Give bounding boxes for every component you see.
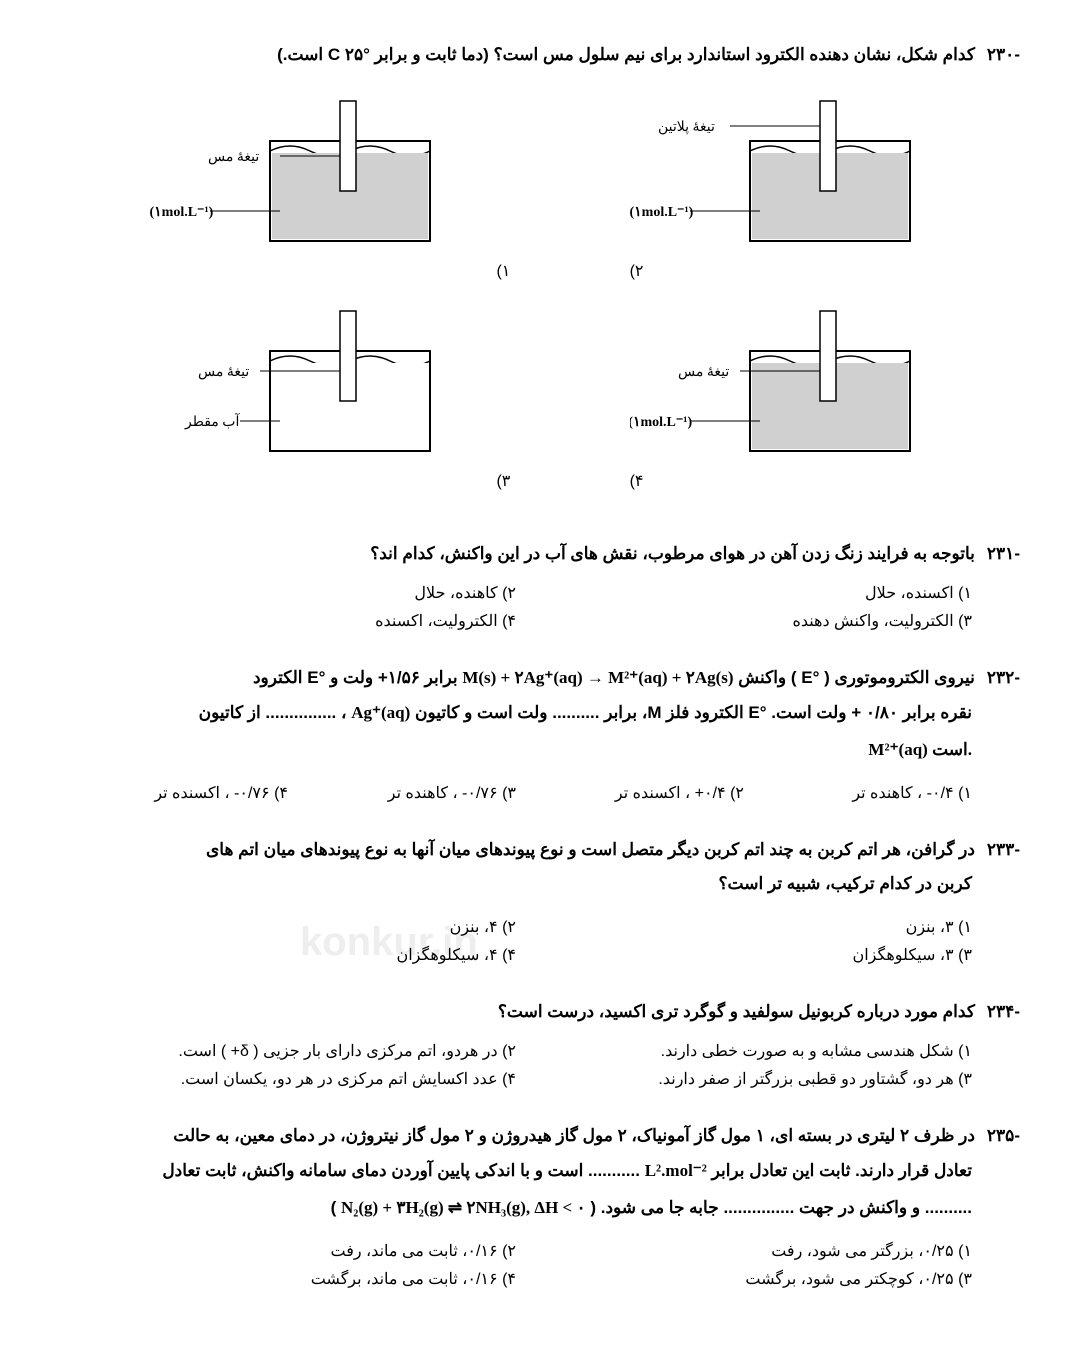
- q232-o1: ۱) ۰/۴- ، کاهنده تر: [744, 779, 972, 807]
- electrode-label: تیغهٔ مس: [678, 365, 729, 380]
- electrode-label: تیغهٔ مس: [208, 150, 259, 165]
- q233-text: در گرافن، هر اتم کربن به چند اتم کربن دی…: [60, 835, 975, 866]
- q234-options: ۱) شکل هندسی مشابه و به صورت خطی دارند. …: [60, 1037, 972, 1093]
- q235-o1: ۱) ۰/۲۵، بزرگتر می شود، رفت: [516, 1237, 972, 1265]
- q230-opt1-num: (۱: [130, 261, 511, 281]
- q232-text: نیروی الکتروموتوری ( °E ) واکنش M(s) + ۲…: [60, 663, 975, 694]
- solution-label: Cu²⁺(۱mol.L⁻¹): [630, 205, 694, 220]
- q234-o1: ۱) شکل هندسی مشابه و به صورت خطی دارند.: [516, 1037, 972, 1065]
- q233-o1: ۱) ۳، بنزن: [516, 913, 972, 941]
- q235-num: -۲۳۵: [987, 1121, 1020, 1152]
- question-230: -۲۳۰ کدام شکل، نشان دهنده الکترود استاند…: [60, 40, 1020, 511]
- q233-num: -۲۳۳: [987, 835, 1020, 866]
- q235-body-eq1: L².mol⁻²: [645, 1161, 707, 1180]
- q234-o2: ۲) در هردو، اتم مرکزی دارای بار جزیی ( δ…: [60, 1037, 516, 1065]
- q230-diag2: تیغهٔ پلاتین Cu²⁺(۱mol.L⁻¹) (۲: [550, 91, 1011, 281]
- question-234: -۲۳۴ کدام مورد درباره کربونیل سولفید و گ…: [60, 997, 1020, 1094]
- q231-o2: ۲) کاهنده، حلال: [60, 579, 516, 607]
- q231-options: ۱) اکسنده، حلال ۲) کاهنده، حلال ۳) الکتر…: [60, 579, 972, 635]
- question-235: -۲۳۵ در ظرف ۲ لیتری در بسته ای، ۱ مول گا…: [60, 1121, 1020, 1292]
- q230-head: -۲۳۰ کدام شکل، نشان دهنده الکترود استاند…: [60, 40, 1020, 71]
- q235-body: تعادل قرار دارند. ثابت این تعادل برابر L…: [60, 1152, 972, 1227]
- q232-options: ۱) ۰/۴- ، کاهنده تر ۲) ۰/۴+ ، اکسنده تر …: [60, 779, 972, 807]
- q235-o4: ۴) ۰/۱۶، ثابت می ماند، برگشت: [60, 1265, 516, 1293]
- q235-text: در ظرف ۲ لیتری در بسته ای، ۱ مول گاز آمو…: [60, 1121, 975, 1152]
- beaker-icon: تیغهٔ مس Cu²⁺(۱mol.L⁻¹): [150, 91, 450, 261]
- question-233: -۲۳۳ در گرافن، هر اتم کربن به چند اتم کر…: [60, 835, 1020, 969]
- q232-o3: ۳) ۰/۷۶- ، کاهنده تر: [288, 779, 516, 807]
- q235-options: ۱) ۰/۲۵، بزرگتر می شود، رفت ۲) ۰/۱۶، ثاب…: [60, 1237, 972, 1293]
- q231-o3: ۳) الکترولیت، واکنش دهنده: [516, 607, 972, 635]
- q232-text-a: نیروی الکتروموتوری ( °E ) واکنش: [734, 668, 975, 687]
- q231-text: باتوجه به فرایند زنگ زدن آهن در هوای مرط…: [60, 539, 975, 570]
- q232-o2: ۲) ۰/۴+ ، اکسنده تر: [516, 779, 744, 807]
- electrode-label: تیغهٔ پلاتین: [658, 120, 715, 135]
- q230-opt3-num: (۳: [130, 471, 511, 491]
- q233-options: ۱) ۳، بنزن ۲) ۴، بنزن ۳) ۳، سیکلوهگزان ۴…: [60, 913, 972, 969]
- q232-body-b: ، ............... از کاتیون: [199, 703, 347, 722]
- q235-head: -۲۳۵ در ظرف ۲ لیتری در بسته ای، ۱ مول گا…: [60, 1121, 1020, 1152]
- q230-opt4-num: (۴: [630, 471, 1011, 491]
- q230-num: -۲۳۰: [987, 40, 1020, 71]
- question-232: -۲۳۲ نیروی الکتروموتوری ( °E ) واکنش M(s…: [60, 663, 1020, 806]
- q232-body-a: نقره برابر ۰/۸۰ + ولت است. °E الکترود فل…: [410, 703, 972, 722]
- q232-num: -۲۳۲: [987, 663, 1020, 694]
- electrode-label: تیغهٔ مس: [198, 365, 249, 380]
- q233-o2: ۲) ۴، بنزن: [60, 913, 516, 941]
- q231-o4: ۴) الکترولیت، اکسنده: [60, 607, 516, 635]
- q232-head: -۲۳۲ نیروی الکتروموتوری ( °E ) واکنش M(s…: [60, 663, 1020, 694]
- q232-o4: ۴) ۰/۷۶- ، اکسنده تر: [60, 779, 288, 807]
- solution-label: H⁺(۱mol.L⁻¹): [630, 415, 692, 430]
- q234-text: کدام مورد درباره کربونیل سولفید و گوگرد …: [60, 997, 975, 1028]
- q235-o2: ۲) ۰/۱۶، ثابت می ماند، رفت: [60, 1237, 516, 1265]
- q233-head: -۲۳۳ در گرافن، هر اتم کربن به چند اتم کر…: [60, 835, 1020, 866]
- q235-body-a: تعادل قرار دارند. ثابت این تعادل برابر: [707, 1161, 972, 1180]
- q235-body-c: .......... و واکنش در جهت ..............…: [586, 1198, 972, 1217]
- beaker-icon: تیغهٔ مس H⁺(۱mol.L⁻¹): [630, 301, 930, 471]
- q234-o4: ۴) عدد اکسایش اتم مرکزی در هر دو، یکسان …: [60, 1065, 516, 1093]
- q232-body-eq: Ag⁺(aq): [351, 703, 410, 722]
- q235-body-d: ): [331, 1198, 337, 1217]
- q234-o3: ۳) هر دو، گشتاور دو قطبی بزرگتر از صفر د…: [516, 1065, 972, 1093]
- q230-diagrams: تیغهٔ مس Cu²⁺(۱mol.L⁻¹) (۱ تیغهٔ پلاتین …: [60, 91, 1020, 511]
- q232-eq: M(s) + ۲Ag⁺(aq) → M²⁺(aq) + ۲Ag(s): [462, 668, 733, 687]
- solution-label: آب مقطر: [184, 412, 240, 430]
- question-231: -۲۳۱ باتوجه به فرایند زنگ زدن آهن در هوا…: [60, 539, 1020, 636]
- beaker-icon: تیغهٔ پلاتین Cu²⁺(۱mol.L⁻¹): [630, 91, 930, 261]
- q235-body-eq2: N₂(g) + ۳H₂(g) ⇌ ۲NH₃(g), ΔH < ۰: [341, 1198, 586, 1217]
- q234-head: -۲۳۴ کدام مورد درباره کربونیل سولفید و گ…: [60, 997, 1020, 1028]
- q230-diag4: تیغهٔ مس H⁺(۱mol.L⁻¹) (۴: [550, 301, 1011, 491]
- beaker-icon: تیغهٔ مس آب مقطر: [150, 301, 450, 471]
- solution-label: Cu²⁺(۱mol.L⁻¹): [150, 205, 214, 220]
- q230-opt2-num: (۲: [630, 261, 1011, 281]
- q230-diag1: تیغهٔ مس Cu²⁺(۱mol.L⁻¹) (۱: [70, 91, 531, 281]
- q232-body: نقره برابر ۰/۸۰ + ولت است. °E الکترود فل…: [60, 694, 972, 769]
- q230-text: کدام شکل، نشان دهنده الکترود استاندارد ب…: [60, 40, 975, 71]
- q235-o3: ۳) ۰/۲۵، کوچکتر می شود، برگشت: [516, 1265, 972, 1293]
- q231-num: -۲۳۱: [987, 539, 1020, 570]
- q233-o4: ۴) ۴، سیکلوهگزان: [60, 941, 516, 969]
- q235-body-b: ........... است و با اندکی پایین آوردن د…: [162, 1161, 640, 1180]
- q231-head: -۲۳۱ باتوجه به فرایند زنگ زدن آهن در هوا…: [60, 539, 1020, 570]
- q231-o1: ۱) اکسنده، حلال: [516, 579, 972, 607]
- q230-diag3: تیغهٔ مس آب مقطر (۳: [70, 301, 531, 491]
- q233-o3: ۳) ۳، سیکلوهگزان: [516, 941, 972, 969]
- q233-body: کربن در کدام ترکیب، شبیه تر است؟: [60, 865, 972, 902]
- q232-body-c: M²⁺(aq) است.: [868, 740, 972, 759]
- q234-num: -۲۳۴: [987, 997, 1020, 1028]
- q232-text-b: برابر ۱/۵۶+ ولت و °E الکترود: [253, 668, 458, 687]
